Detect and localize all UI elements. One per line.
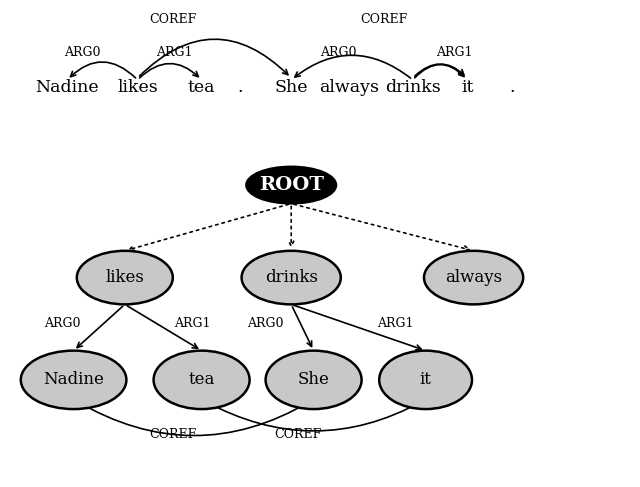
FancyArrowPatch shape [140, 39, 288, 76]
FancyArrowPatch shape [294, 305, 421, 350]
Text: COREF: COREF [149, 13, 196, 26]
Ellipse shape [424, 251, 524, 304]
FancyArrowPatch shape [292, 307, 312, 346]
Text: She: She [275, 79, 308, 96]
FancyArrowPatch shape [77, 306, 123, 348]
FancyArrowPatch shape [204, 401, 422, 431]
Text: COREF: COREF [149, 428, 196, 441]
Text: likes: likes [106, 269, 144, 286]
Text: She: She [298, 372, 330, 388]
Ellipse shape [246, 167, 336, 204]
Text: it: it [461, 79, 474, 96]
Text: ARG0: ARG0 [44, 318, 81, 330]
Text: COREF: COREF [274, 428, 321, 441]
Text: ARG1: ARG1 [436, 46, 473, 59]
Text: it: it [420, 372, 431, 388]
Ellipse shape [380, 351, 472, 409]
Text: ROOT: ROOT [259, 176, 324, 194]
Text: drinks: drinks [385, 79, 441, 96]
FancyArrowPatch shape [127, 306, 198, 348]
FancyArrowPatch shape [70, 62, 136, 78]
Text: ARG0: ARG0 [247, 318, 284, 330]
Text: always: always [445, 269, 502, 286]
Text: likes: likes [117, 79, 158, 96]
FancyArrowPatch shape [76, 401, 310, 435]
Text: .: . [237, 79, 243, 96]
FancyArrowPatch shape [140, 63, 198, 78]
Ellipse shape [77, 251, 173, 304]
Text: ARG0: ARG0 [63, 46, 100, 59]
Text: tea: tea [188, 79, 215, 96]
Text: ARG0: ARG0 [319, 46, 356, 59]
Ellipse shape [154, 351, 250, 409]
Text: drinks: drinks [265, 269, 317, 286]
FancyArrowPatch shape [415, 64, 464, 76]
Text: always: always [319, 79, 379, 96]
FancyArrowPatch shape [129, 205, 289, 251]
Ellipse shape [266, 351, 362, 409]
Ellipse shape [21, 351, 127, 409]
Text: COREF: COREF [360, 13, 408, 26]
Text: Nadine: Nadine [35, 79, 99, 96]
FancyArrowPatch shape [415, 65, 464, 78]
Text: ARG1: ARG1 [377, 318, 414, 330]
Text: ARG1: ARG1 [173, 318, 211, 330]
Ellipse shape [242, 251, 341, 304]
Text: Nadine: Nadine [43, 372, 104, 388]
Text: ARG1: ARG1 [156, 46, 193, 59]
FancyArrowPatch shape [295, 55, 411, 78]
Text: tea: tea [188, 372, 215, 388]
FancyArrowPatch shape [289, 206, 294, 246]
FancyArrowPatch shape [294, 204, 469, 251]
Text: .: . [509, 79, 515, 96]
